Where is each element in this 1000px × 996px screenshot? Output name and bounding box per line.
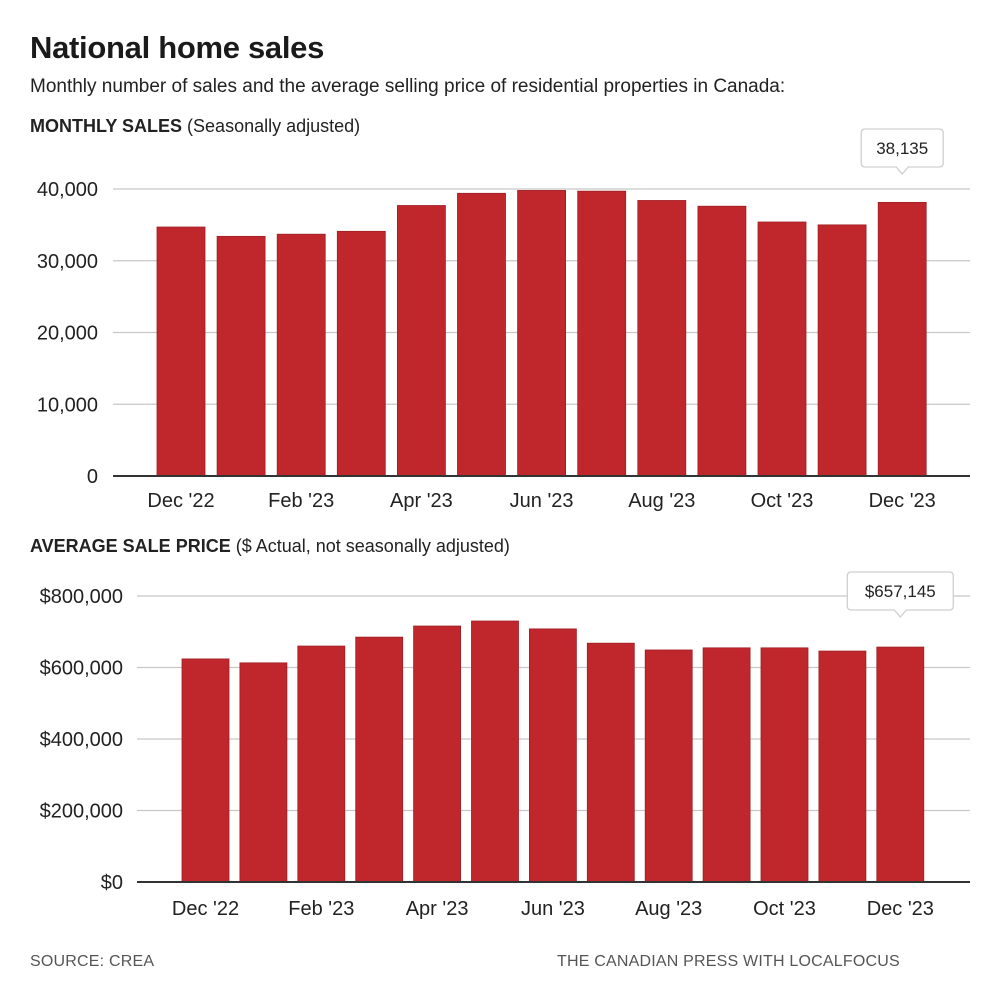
price-x-tick-label: Oct '23 (753, 898, 816, 920)
sales-bar (396, 205, 446, 477)
sales-bar (817, 224, 867, 477)
price-bar (181, 658, 230, 883)
price-bar (297, 645, 346, 883)
chart-title: National home sales (30, 30, 325, 65)
price-section-label: AVERAGE SALE PRICE ($ Actual, not season… (30, 536, 510, 557)
sales-x-tick-label: Aug '23 (628, 490, 695, 512)
sales-y-tick-label: 20,000 (37, 323, 98, 345)
sales-bar (336, 230, 386, 477)
sales-bar (757, 221, 807, 477)
price-section-title: AVERAGE SALE PRICE (30, 536, 231, 556)
price-x-tick-label: Dec '22 (172, 898, 239, 920)
monthly-sales-chart: 0 10,000 20,000 30,000 40,000 Dec '22 Feb '23 A… (37, 128, 970, 512)
price-callout-label: $657,145 (865, 582, 936, 601)
sales-section-title: MONTHLY SALES (30, 116, 183, 136)
average-price-chart: $0 $200,000 $400,000 $600,000 $800,000 Dec '2… (40, 571, 970, 920)
sales-y-tick-label: 30,000 (37, 251, 98, 273)
sales-x-tick-label: Dec '22 (147, 490, 214, 512)
price-section-note: ($ Actual, not seasonally adjusted) (235, 536, 510, 556)
sales-value-callout: 38,135 (860, 128, 944, 175)
price-bar (876, 646, 925, 883)
price-y-tick-label: $200,000 (40, 801, 123, 823)
price-x-tick-label: Apr '23 (406, 898, 469, 920)
chart-subtitle: Monthly number of sales and the average … (30, 76, 786, 97)
price-bar (818, 650, 867, 883)
price-x-tick-label: Aug '23 (635, 898, 702, 920)
price-y-tick-label: $0 (101, 872, 123, 894)
sales-x-tick-label: Dec '23 (869, 490, 936, 512)
sales-bar (276, 233, 326, 477)
sales-bar (216, 235, 266, 477)
sales-x-tick-label: Oct '23 (751, 490, 814, 512)
price-y-tick-label: $800,000 (40, 586, 123, 608)
price-bar (644, 649, 693, 883)
sales-section-note: (Seasonally adjusted) (187, 116, 361, 136)
price-bar (471, 620, 519, 883)
sales-bar (156, 226, 206, 477)
price-bar (586, 642, 635, 883)
sales-bar (517, 190, 566, 477)
sales-callout-label: 38,135 (876, 139, 928, 158)
sales-bar (697, 205, 747, 477)
sales-bar (877, 201, 927, 477)
price-x-tick-label: Feb '23 (288, 898, 354, 920)
price-bar (239, 662, 288, 883)
price-x-tick-label: Jun '23 (521, 898, 585, 920)
sales-y-tick-label: 40,000 (37, 179, 98, 201)
sales-y-tick-label: 10,000 (37, 394, 98, 416)
sales-callout-box (860, 128, 944, 175)
sales-section-label: MONTHLY SALES (Seasonally adjusted) (30, 116, 360, 137)
price-bar (355, 636, 404, 883)
sales-bar (577, 190, 627, 477)
sales-x-tick-label: Apr '23 (390, 490, 453, 512)
price-x-tick-label: Dec '23 (867, 898, 934, 920)
price-y-tick-label: $400,000 (40, 729, 123, 751)
sales-x-tick-label: Jun '23 (510, 490, 574, 512)
price-bar (760, 647, 809, 883)
sales-y-tick-label: 0 (87, 466, 98, 488)
price-bar (529, 628, 577, 883)
price-bar (413, 625, 462, 883)
source-note: SOURCE: CREA (30, 953, 155, 970)
price-bar (702, 647, 751, 883)
sales-bar (457, 192, 506, 477)
price-y-tick-label: $600,000 (40, 658, 123, 680)
sales-x-tick-label: Feb '23 (268, 490, 334, 512)
price-callout-box (846, 571, 954, 618)
sales-bar (637, 200, 687, 477)
credit-note: THE CANADIAN PRESS WITH LOCALFOCUS (557, 953, 900, 970)
price-value-callout: $657,145 (846, 571, 954, 618)
